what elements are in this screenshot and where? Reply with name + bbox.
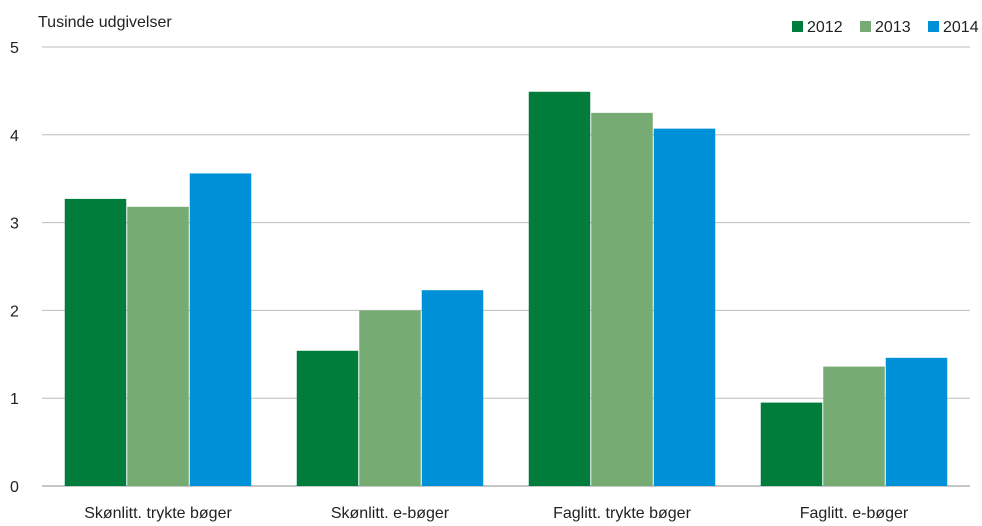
legend-label-2012: 2012 <box>807 19 843 36</box>
y-tick-label: 1 <box>10 391 19 408</box>
bar-2014 <box>189 173 252 486</box>
bar-2014 <box>885 357 948 486</box>
bar-2012 <box>760 402 823 486</box>
x-category-label: Faglitt. trykte bøger <box>553 505 691 522</box>
legend-label-2013: 2013 <box>875 19 911 36</box>
legend-swatch-2014 <box>928 21 939 32</box>
y-tick-label: 5 <box>10 40 19 57</box>
bar-2013 <box>823 366 885 486</box>
bar-2012 <box>296 350 359 486</box>
x-category-label: Skønlitt. e-bøger <box>331 505 450 522</box>
y-axis-label: Tusinde udgivelser <box>38 14 172 31</box>
y-tick-label: 3 <box>10 216 19 233</box>
x-category-label: Faglitt. e-bøger <box>800 505 909 522</box>
y-tick-label: 0 <box>10 479 19 496</box>
y-tick-label: 2 <box>10 303 19 320</box>
x-category-label: Skønlitt. trykte bøger <box>84 505 232 522</box>
y-axis-ticks: 0 1 2 3 4 5 <box>10 40 19 496</box>
legend-swatch-2013 <box>860 21 871 32</box>
bars <box>64 91 948 487</box>
bar-2013 <box>591 112 653 486</box>
y-tick-label: 4 <box>10 128 19 145</box>
bar-2013 <box>359 310 421 486</box>
bar-2014 <box>421 290 484 486</box>
bar-2012 <box>528 91 591 486</box>
legend-swatch-2012 <box>792 21 803 32</box>
bar-2014 <box>653 128 716 487</box>
legend: 2012 2013 2014 <box>792 19 979 36</box>
x-axis-labels: Skønlitt. trykte bøger Skønlitt. e-bøger F… <box>84 505 909 522</box>
bar-2012 <box>64 198 127 487</box>
bar-2013 <box>127 206 189 486</box>
legend-label-2014: 2014 <box>943 19 979 36</box>
